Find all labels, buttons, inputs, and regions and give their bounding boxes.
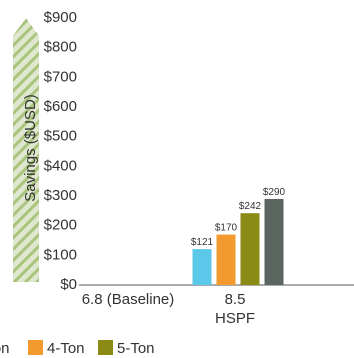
x-category-label: 6.8 (Baseline) — [82, 291, 175, 308]
legend-label: 3-Ton — [0, 340, 10, 357]
y-tick-label: $300 — [44, 187, 77, 204]
bars-group: $121$170$242$290 — [191, 187, 286, 285]
bar-5-ton — [240, 213, 260, 285]
legend: 3-Ton 4-Ton 5-Ton — [0, 340, 155, 357]
bar-data-label: $290 — [263, 187, 286, 198]
bar-data-label: $170 — [215, 223, 238, 234]
y-tick-label: $700 — [44, 68, 77, 85]
y-tick-label: $100 — [44, 246, 77, 263]
bar-6-ton — [264, 198, 284, 285]
y-tick-label: $900 — [44, 9, 77, 26]
bar-data-label: $121 — [191, 237, 214, 248]
y-tick-label: $600 — [44, 98, 77, 115]
bar-3-ton — [192, 249, 212, 285]
x-category-label: 8.5 — [225, 291, 246, 308]
x-axis-label: HSPF — [215, 310, 255, 327]
legend-label: 5-Ton — [117, 340, 155, 357]
y-axis-ticks: $0 $100 $200 $300 $400 $500 $600 $700 $800 $900 — [44, 9, 77, 293]
y-tick-label: $800 — [44, 39, 77, 56]
legend-swatch — [98, 340, 113, 355]
y-tick-label: $400 — [44, 157, 77, 174]
y-tick-label: $200 — [44, 217, 77, 234]
legend-label: 4-Ton — [47, 340, 85, 357]
y-tick-label: $0 — [60, 276, 77, 293]
y-tick-label: $500 — [44, 128, 77, 145]
y-axis-label: Savings ($USD) — [22, 94, 39, 202]
y-axis-arrow-decoration — [13, 18, 39, 282]
bar-data-label: $242 — [239, 201, 262, 212]
bar-4-ton — [216, 234, 236, 285]
legend-swatch — [28, 340, 43, 355]
category-labels: 6.8 (Baseline) 8.5 — [82, 291, 246, 308]
